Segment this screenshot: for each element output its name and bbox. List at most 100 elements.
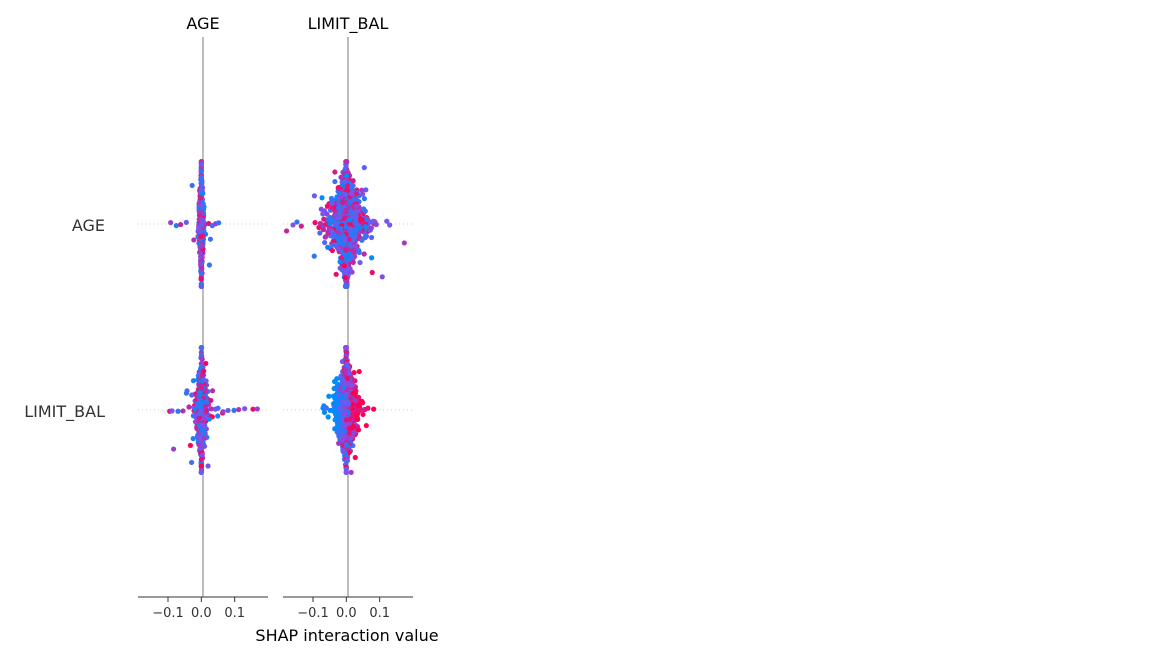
shap-point <box>344 458 350 464</box>
shap-point <box>169 408 175 414</box>
shap-point <box>369 269 375 276</box>
row-guides <box>138 223 413 411</box>
shap-point <box>178 221 184 228</box>
x-tick-label: 0.0 <box>336 606 357 621</box>
shap-point <box>343 417 349 423</box>
shap-point <box>201 368 207 374</box>
shap-point <box>198 345 205 351</box>
shap-point <box>189 392 195 398</box>
shap-point <box>325 244 331 250</box>
shap-point <box>168 220 174 226</box>
shap-point <box>197 212 203 219</box>
shap-point <box>341 241 347 247</box>
shap-point <box>362 208 368 214</box>
shap-point <box>338 373 344 379</box>
shap-point <box>207 236 214 242</box>
shap-point <box>198 270 205 276</box>
shap-point <box>198 243 205 249</box>
shap-point <box>361 196 367 202</box>
shap-point <box>350 178 356 184</box>
shap-point <box>369 255 375 261</box>
shap-point <box>198 352 205 358</box>
shap-point <box>198 261 204 267</box>
shap-point <box>363 232 369 239</box>
scatter-points <box>167 159 407 475</box>
shap-point <box>336 433 342 439</box>
shap-point <box>205 463 211 469</box>
shap-point <box>294 219 300 225</box>
shap-point <box>401 240 407 246</box>
shap-point <box>215 405 221 411</box>
shap-point <box>198 161 204 167</box>
shap-point <box>203 399 210 405</box>
shap-point <box>231 407 237 413</box>
shap-point <box>356 368 362 375</box>
shap-point <box>298 223 304 229</box>
shap-point <box>351 369 357 376</box>
shap-point <box>335 184 342 191</box>
shap-point <box>346 370 352 376</box>
shap-point <box>332 417 338 423</box>
shap-point <box>317 230 323 236</box>
shap-point <box>337 259 343 265</box>
shap-point <box>343 469 349 475</box>
shap-point <box>190 435 196 442</box>
shap-point <box>340 448 346 455</box>
shap-point <box>352 220 358 227</box>
shap-point <box>336 236 342 242</box>
shap-point <box>341 380 347 386</box>
shap-point <box>337 265 343 271</box>
shap-point <box>330 401 337 407</box>
column-title-limit-bal: LIMIT_BAL <box>308 14 389 34</box>
shap-point <box>356 402 362 408</box>
shap-point <box>359 237 365 243</box>
shap-point <box>337 194 344 200</box>
shap-point <box>329 247 336 254</box>
shap-point <box>199 372 205 378</box>
shap-point <box>316 224 322 231</box>
shap-point <box>186 404 192 410</box>
shap-point <box>351 236 357 242</box>
shap-point <box>348 396 354 402</box>
shap-point <box>333 242 339 248</box>
shap-point <box>180 408 186 414</box>
shap-point <box>349 184 355 190</box>
shap-point <box>341 385 347 391</box>
shap-point <box>346 430 352 436</box>
shap-point <box>351 423 357 430</box>
shap-point <box>311 253 317 259</box>
shap-point <box>343 224 349 230</box>
shap-point <box>198 165 204 171</box>
shap-point <box>199 401 205 407</box>
shap-point <box>337 225 344 232</box>
column-title-age: AGE <box>186 14 219 33</box>
shap-point <box>209 388 216 394</box>
shap-point <box>208 406 214 412</box>
shap-point <box>250 406 256 412</box>
shap-point <box>290 222 296 228</box>
shap-point <box>220 409 226 415</box>
shap-point <box>199 452 205 458</box>
shap-point <box>324 211 330 217</box>
shap-point <box>350 401 356 407</box>
shap-point <box>355 416 361 423</box>
shap-point <box>175 408 181 414</box>
x-tick-label: −0.1 <box>297 606 329 621</box>
shap-point <box>360 191 366 197</box>
shap-point <box>337 213 343 220</box>
shap-point <box>347 199 353 206</box>
shap-point <box>336 440 342 446</box>
shap-point <box>187 442 194 449</box>
shap-point <box>196 411 202 417</box>
shap-point <box>349 213 356 219</box>
shap-point <box>311 193 318 199</box>
shap-point <box>341 263 348 269</box>
shap-point <box>343 283 349 289</box>
shap-point <box>321 409 328 415</box>
shap-point <box>325 414 331 420</box>
shap-point <box>351 250 357 256</box>
shap-point <box>334 423 340 430</box>
shap-point <box>342 274 348 281</box>
shap-point <box>312 220 318 226</box>
shap-point <box>191 237 197 243</box>
